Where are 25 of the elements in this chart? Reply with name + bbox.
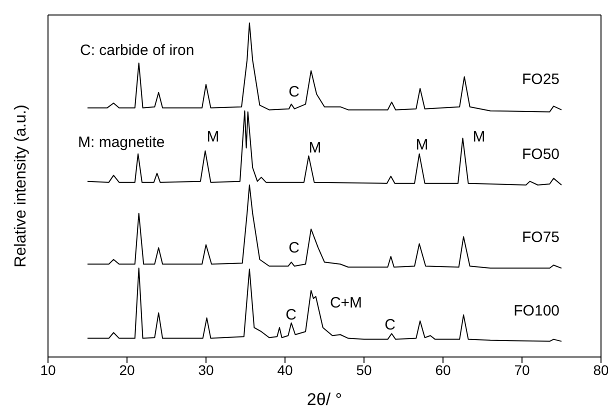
x-tick-label: 20 — [119, 362, 135, 378]
annotation: C — [286, 306, 296, 324]
series-label: FO25 — [522, 70, 560, 88]
annotation: C — [288, 240, 300, 256]
x-tick-label: 10 — [40, 362, 56, 378]
series-label: FO100 — [514, 302, 560, 320]
x-tick-label: 50 — [356, 362, 372, 378]
x-tick-label: 30 — [198, 362, 214, 378]
x-tick-label: 60 — [435, 362, 451, 378]
annotation: M — [472, 128, 486, 146]
x-tick-label: 40 — [277, 362, 293, 378]
y-axis-title: Relative intensity (a.u.) — [12, 104, 30, 268]
annotation: M — [206, 128, 220, 146]
annotation: C: carbide of iron — [80, 42, 194, 59]
annotation: C+M — [330, 294, 362, 312]
series-label: FO50 — [522, 146, 560, 163]
annotation: M — [416, 136, 428, 154]
annotation: M: magnetite — [78, 134, 165, 151]
annotation: M — [308, 140, 322, 156]
annotation: C — [384, 316, 396, 334]
x-tick-label: 80 — [593, 362, 609, 378]
series-label: FO75 — [522, 229, 560, 246]
x-tick-label: 70 — [514, 362, 530, 378]
annotation: C — [288, 84, 300, 100]
x-axis-title: 2θ/ ° — [306, 390, 342, 409]
